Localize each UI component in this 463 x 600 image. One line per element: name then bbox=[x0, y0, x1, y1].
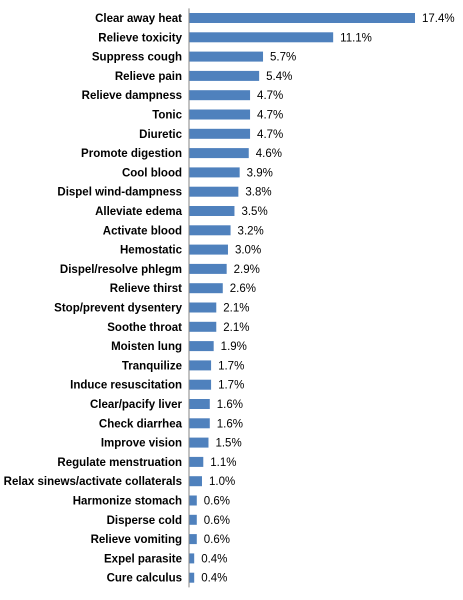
bar-8 bbox=[189, 167, 240, 178]
value-label-2: 5.7% bbox=[270, 52, 296, 64]
value-label-27: 0.6% bbox=[204, 534, 230, 546]
category-label-5: Tonic bbox=[152, 110, 182, 122]
category-label-0: Clear away heat bbox=[95, 13, 182, 25]
category-labels: Clear away heat Relieve toxicity Suppress … bbox=[4, 13, 183, 585]
category-label-12: Hemostatic bbox=[120, 245, 183, 257]
value-label-22: 1.5% bbox=[215, 438, 241, 450]
category-label-20: Clear/pacify liver bbox=[90, 399, 183, 411]
category-label-15: Stop/prevent dysentery bbox=[54, 303, 182, 315]
bar-29 bbox=[189, 572, 195, 583]
bars-layer bbox=[189, 13, 415, 583]
bar-12 bbox=[189, 244, 228, 255]
category-label-28: Expel parasite bbox=[104, 553, 182, 565]
bar-19 bbox=[189, 379, 212, 390]
bar-1 bbox=[189, 32, 334, 43]
value-label-26: 0.6% bbox=[204, 515, 230, 527]
bar-4 bbox=[189, 90, 251, 101]
value-label-6: 4.7% bbox=[257, 129, 283, 141]
bar-25 bbox=[189, 495, 197, 506]
category-label-29: Cure calculus bbox=[107, 573, 182, 585]
category-label-16: Soothe throat bbox=[107, 322, 182, 334]
value-label-7: 4.6% bbox=[256, 148, 282, 160]
category-label-3: Relieve pain bbox=[115, 71, 182, 83]
bar-9 bbox=[189, 186, 239, 197]
bar-16 bbox=[189, 321, 217, 332]
bar-5 bbox=[189, 109, 251, 120]
bar-14 bbox=[189, 283, 223, 294]
category-label-11: Activate blood bbox=[103, 225, 182, 237]
value-label-8: 3.9% bbox=[247, 167, 273, 179]
bar-3 bbox=[189, 70, 260, 81]
bar-13 bbox=[189, 263, 227, 274]
value-label-21: 1.6% bbox=[217, 418, 243, 430]
category-label-26: Disperse cold bbox=[107, 515, 182, 527]
category-label-23: Regulate menstruation bbox=[57, 457, 182, 469]
bar-20 bbox=[189, 399, 210, 409]
bar-26 bbox=[189, 514, 197, 525]
value-label-11: 3.2% bbox=[238, 225, 264, 237]
category-label-25: Harmonize stomach bbox=[73, 496, 182, 508]
bar-18 bbox=[189, 360, 212, 371]
category-label-7: Promote digestion bbox=[81, 148, 182, 160]
category-label-1: Relieve toxicity bbox=[98, 32, 182, 44]
value-label-13: 2.9% bbox=[234, 264, 260, 276]
category-label-24: Relax sinews/activate collaterals bbox=[4, 476, 182, 488]
category-label-27: Relieve vomiting bbox=[91, 534, 182, 546]
value-label-29: 0.4% bbox=[201, 573, 227, 585]
bar-24 bbox=[189, 476, 202, 487]
bar-7 bbox=[189, 148, 249, 159]
category-label-13: Dispel/resolve phlegm bbox=[60, 264, 182, 276]
value-label-5: 4.7% bbox=[257, 110, 283, 122]
value-label-28: 0.4% bbox=[201, 553, 227, 565]
bar-11 bbox=[189, 225, 231, 236]
bar-2 bbox=[189, 51, 264, 62]
bar-17 bbox=[189, 341, 214, 352]
value-label-10: 3.5% bbox=[241, 206, 267, 218]
value-label-16: 2.1% bbox=[223, 322, 249, 334]
value-label-15: 2.1% bbox=[223, 303, 249, 315]
value-label-24: 1.0% bbox=[209, 476, 235, 488]
category-label-9: Dispel wind-dampness bbox=[57, 187, 182, 199]
value-label-18: 1.7% bbox=[218, 360, 244, 372]
bar-27 bbox=[189, 534, 197, 545]
bar-23 bbox=[189, 456, 204, 467]
bar-0 bbox=[189, 13, 415, 23]
value-label-14: 2.6% bbox=[230, 283, 256, 295]
value-label-9: 3.8% bbox=[245, 187, 271, 199]
value-label-12: 3.0% bbox=[235, 245, 261, 257]
category-label-8: Cool blood bbox=[122, 167, 182, 179]
value-label-19: 1.7% bbox=[218, 380, 244, 392]
bar-22 bbox=[189, 437, 209, 448]
value-label-20: 1.6% bbox=[217, 399, 243, 411]
bar-10 bbox=[189, 206, 235, 216]
category-label-4: Relieve dampness bbox=[82, 90, 182, 102]
category-label-17: Moisten lung bbox=[111, 341, 182, 353]
category-label-22: Improve vision bbox=[101, 438, 182, 450]
category-label-14: Relieve thirst bbox=[110, 283, 182, 295]
value-label-0: 17.4% bbox=[422, 13, 455, 25]
value-label-3: 5.4% bbox=[266, 71, 292, 83]
category-label-18: Tranquilize bbox=[122, 360, 182, 372]
value-label-4: 4.7% bbox=[257, 90, 283, 102]
bar-28 bbox=[189, 553, 195, 564]
bar-15 bbox=[189, 302, 217, 313]
value-labels: 17.4% 11.1% 5.7% 5.4% 4.7% 4.7% 4.7% 4.6% 3.9% 3.… bbox=[201, 13, 454, 585]
category-label-6: Diuretic bbox=[139, 129, 182, 141]
category-label-21: Check diarrhea bbox=[99, 418, 183, 430]
bar-6 bbox=[189, 128, 251, 139]
value-label-1: 11.1% bbox=[340, 32, 372, 44]
value-label-25: 0.6% bbox=[204, 496, 230, 508]
category-label-10: Alleviate edema bbox=[95, 206, 183, 218]
value-label-23: 1.1% bbox=[210, 457, 236, 469]
bar-21 bbox=[189, 418, 210, 429]
value-label-17: 1.9% bbox=[221, 341, 247, 353]
category-label-2: Suppress cough bbox=[92, 52, 182, 64]
category-label-19: Induce resuscitation bbox=[70, 380, 182, 392]
